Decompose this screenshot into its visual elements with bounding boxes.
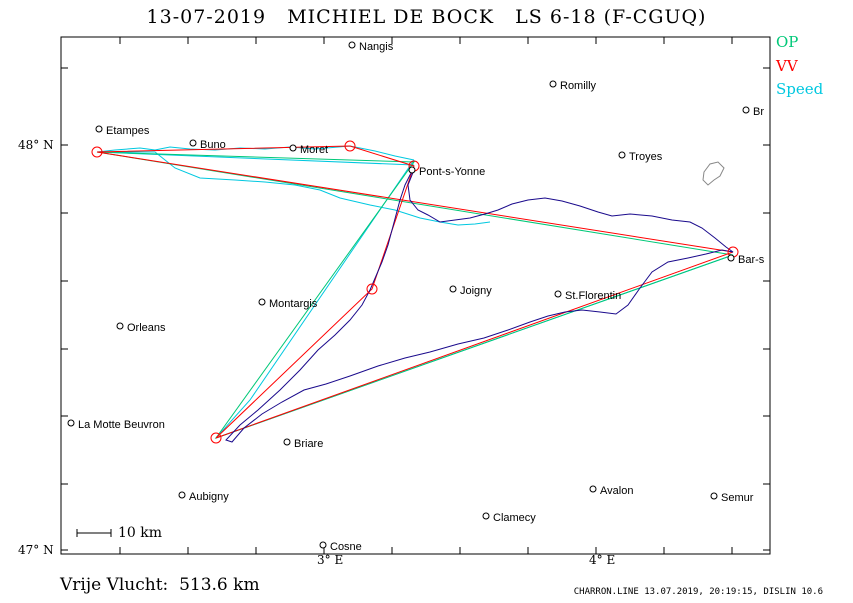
place-marker: Moret (289, 144, 328, 156)
place-label: Aubigny (189, 491, 229, 503)
place-marker: Semur (710, 492, 754, 504)
place-label: Orleans (127, 322, 166, 334)
op-route (96, 151, 734, 440)
places-layer: Nangis Romilly Br Etampes Buno Moret Troyes Pon… (67, 41, 765, 553)
place-label: Pont-s-Yonne (419, 166, 485, 178)
place-label: Semur (721, 492, 754, 504)
place-label: Cosne (330, 541, 362, 553)
turnpoint-marker (344, 140, 356, 152)
place-label: Joigny (460, 285, 492, 297)
place-marker: Avalon (589, 485, 633, 497)
axis-ticks (61, 37, 770, 554)
flight-track (225, 167, 734, 443)
page-title: 13-07-2019 MICHIEL DE BOCK LS 6-18 (F-CG… (146, 6, 707, 28)
turnpoint-marker (91, 146, 103, 158)
place-label: St.Florentin (565, 290, 621, 302)
place-marker: Troyes (618, 151, 663, 163)
place-label: Buno (200, 139, 226, 151)
place-marker: Montargis (258, 298, 318, 310)
place-label: La Motte Beuvron (78, 419, 165, 431)
legend-speed: Speed (776, 80, 824, 98)
lat-label-48: 48° N (18, 138, 54, 152)
place-label: Avalon (600, 485, 633, 497)
place-label: Briare (294, 438, 323, 450)
place-marker: Cosne (319, 541, 362, 553)
place-marker: Br (742, 106, 764, 118)
place-marker: Bar-s (727, 254, 765, 266)
place-marker: La Motte Beuvron (67, 419, 165, 431)
turnpoint-marker (210, 432, 222, 444)
place-label: Montargis (269, 298, 318, 310)
place-label: Troyes (629, 151, 663, 163)
lon-label-4: 4° E (589, 553, 616, 567)
place-marker: Briare (283, 438, 323, 450)
place-label: Romilly (560, 80, 597, 92)
place-label: Moret (300, 144, 328, 156)
place-marker: Orleans (116, 322, 166, 334)
place-marker: Aubigny (178, 491, 229, 503)
distance-label: Vrije Vlucht: 513.6 km (60, 575, 260, 595)
lat-label-47: 47° N (18, 543, 54, 557)
place-marker: Romilly (549, 80, 597, 92)
place-marker: Pont-s-Yonne (408, 166, 485, 178)
turnpoint-marker (366, 283, 378, 295)
turnpoints (91, 140, 739, 444)
scale-label: 10 km (118, 525, 163, 541)
place-marker: Buno (189, 139, 226, 151)
place-marker: St.Florentin (554, 290, 621, 302)
lon-label-3: 3° E (317, 553, 344, 567)
lake-outline (702, 161, 725, 186)
place-label: Clamecy (493, 512, 536, 524)
place-label: Nangis (359, 41, 394, 53)
legend-op: OP (776, 33, 799, 51)
scale-bar (76, 529, 112, 537)
place-label: Bar-s (738, 254, 765, 266)
place-label: Br (753, 106, 764, 118)
map-frame (60, 36, 771, 555)
place-marker: Nangis (348, 41, 394, 53)
credit-label: CHARRON.LINE 13.07.2019, 20:19:15, DISLI… (573, 587, 823, 597)
place-marker: Clamecy (482, 512, 536, 524)
place-label: Etampes (106, 125, 150, 137)
place-marker: Etampes (95, 125, 150, 137)
place-marker: Joigny (449, 285, 492, 297)
legend-vv: VV (776, 57, 798, 75)
